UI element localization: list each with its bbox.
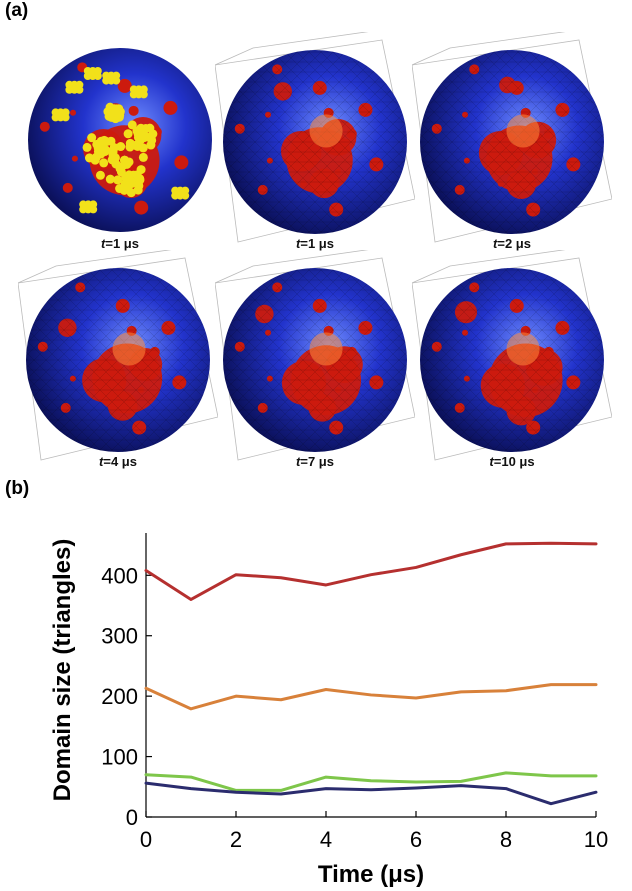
sphere-render bbox=[18, 250, 218, 461]
simulation-box bbox=[215, 32, 415, 243]
triangle-mesh bbox=[223, 50, 407, 234]
caption-time-value: =1 μs bbox=[300, 236, 334, 251]
caption-time-variable: t bbox=[296, 454, 301, 469]
panel-b-label: (b) bbox=[5, 478, 30, 499]
sphere-render bbox=[28, 48, 212, 232]
series-line bbox=[144, 683, 598, 711]
y-tick-label: 0 bbox=[126, 805, 138, 830]
lipid-particles bbox=[51, 67, 190, 214]
caption-time-value: =2 μs bbox=[497, 236, 531, 251]
x-tick-label: 4 bbox=[320, 827, 332, 852]
domain-patches bbox=[431, 282, 581, 435]
caption-time-variable: t bbox=[493, 236, 498, 251]
caption-time-variable: t bbox=[489, 454, 494, 469]
frame-time-caption: t=4 μs bbox=[99, 454, 137, 469]
x-tick-label: 10 bbox=[584, 827, 608, 852]
y-axis-label: Domain size (triangles) bbox=[49, 539, 76, 802]
caption-time-value: =4 μs bbox=[103, 454, 137, 469]
simulation-box bbox=[412, 250, 612, 461]
x-tick-label: 2 bbox=[230, 827, 242, 852]
frame-time-caption: t=1 μs bbox=[296, 236, 334, 251]
sphere-render bbox=[412, 32, 612, 243]
domain-patches bbox=[37, 282, 187, 435]
x-tick-label: 8 bbox=[500, 827, 512, 852]
sphere-snapshot bbox=[412, 250, 612, 470]
frame-time-caption: t=1 μs bbox=[101, 236, 139, 251]
y-tick-label: 200 bbox=[101, 684, 138, 709]
sphere-render bbox=[215, 250, 415, 461]
axes bbox=[145, 533, 596, 818]
panel-a-label: (a) bbox=[5, 0, 29, 21]
sphere-render bbox=[215, 32, 415, 243]
simulation-box bbox=[18, 250, 218, 461]
simulation-box bbox=[215, 250, 415, 461]
domain-patches bbox=[234, 282, 384, 435]
sphere-snapshot bbox=[215, 32, 415, 252]
y-tick-label: 100 bbox=[101, 745, 138, 770]
sphere-render bbox=[412, 250, 612, 461]
caption-time-variable: t bbox=[99, 454, 104, 469]
y-tick-label: 300 bbox=[101, 624, 138, 649]
caption-time-value: =7 μs bbox=[300, 454, 334, 469]
triangle-mesh bbox=[26, 268, 210, 452]
domain-size-chart: 0 100 200 300 400 0 2 4 6 8 10 Time (μs) Domain size… bbox=[49, 533, 608, 888]
x-tick-label: 6 bbox=[410, 827, 422, 852]
caption-time-variable: t bbox=[101, 236, 106, 251]
x-axis-label: Time (μs) bbox=[318, 861, 424, 888]
sphere-snapshot bbox=[412, 32, 612, 252]
caption-time-value: =1 μs bbox=[105, 236, 139, 251]
y-tick-label: 400 bbox=[101, 563, 138, 588]
x-tick-label: 0 bbox=[140, 827, 152, 852]
series-line bbox=[144, 781, 598, 806]
sphere-snapshot bbox=[18, 250, 218, 470]
frame-time-caption: t=2 μs bbox=[493, 236, 531, 251]
frame-time-caption: t=10 μs bbox=[489, 454, 534, 469]
frame-time-caption: t=7 μs bbox=[296, 454, 334, 469]
caption-time-value: =10 μs bbox=[493, 454, 535, 469]
sphere-snapshot bbox=[215, 250, 415, 470]
series-line bbox=[144, 541, 598, 601]
sphere-snapshot bbox=[20, 30, 220, 250]
simulation-box bbox=[412, 32, 612, 243]
series-line bbox=[144, 771, 598, 792]
caption-time-variable: t bbox=[296, 236, 301, 251]
